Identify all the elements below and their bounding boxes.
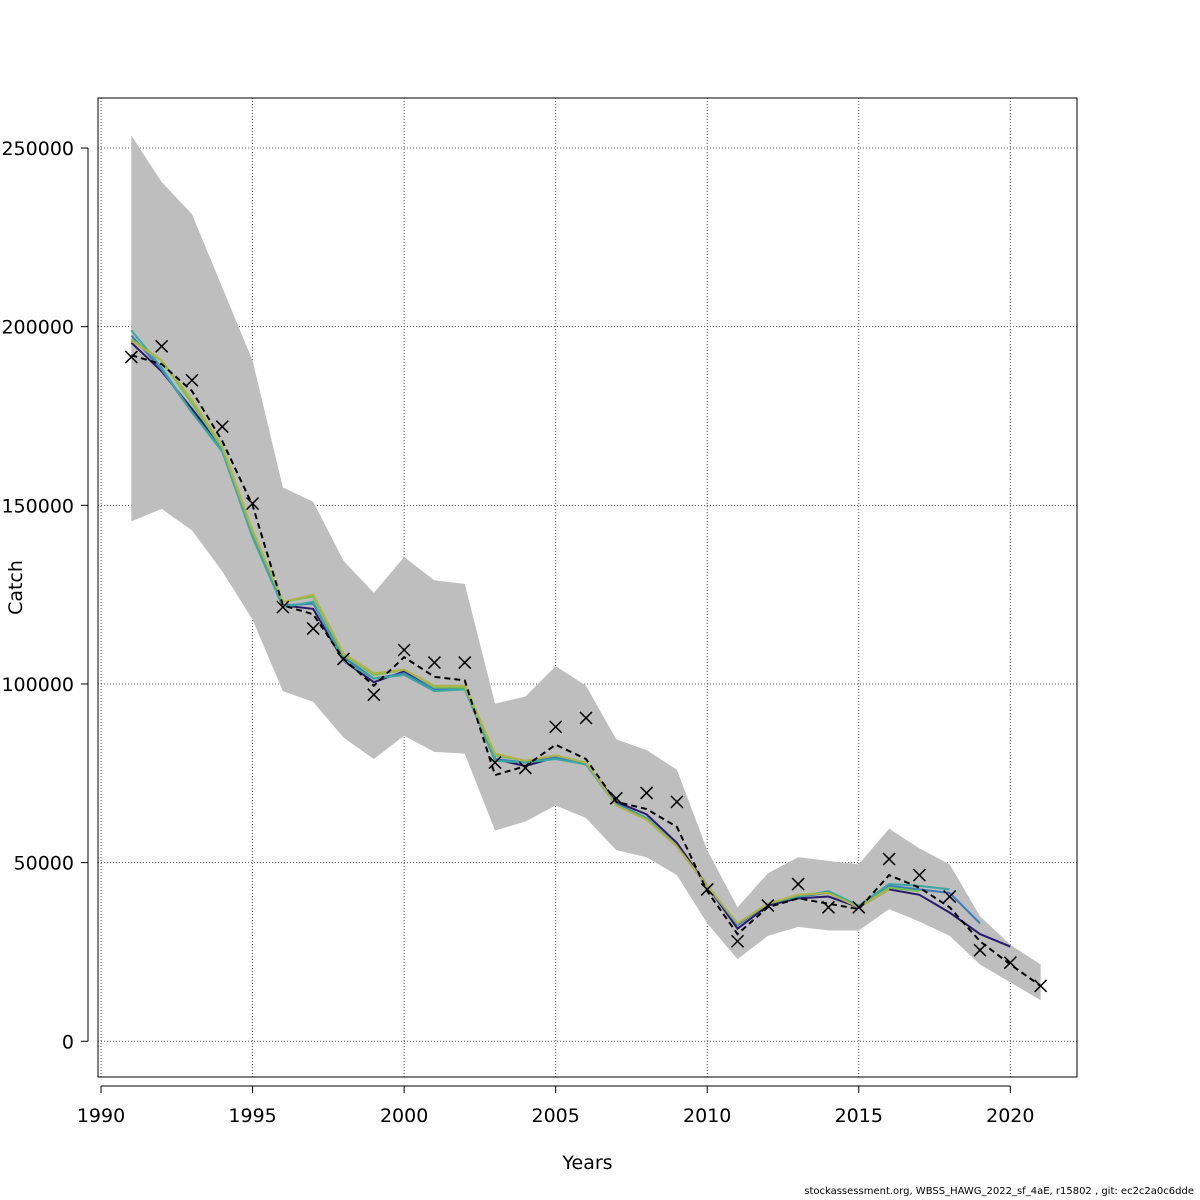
observed-point-stroke <box>124 350 138 364</box>
observed-point-stroke <box>761 898 775 913</box>
observed-point <box>215 420 229 434</box>
y-tick-label: 50000 <box>14 853 74 875</box>
observed-point <box>246 497 260 511</box>
observed-point-stroke <box>943 890 957 904</box>
observed-point <box>397 643 411 657</box>
y-tick-label: 0 <box>62 1031 74 1053</box>
observed-point <box>276 600 290 614</box>
observed-point-stroke <box>609 791 623 805</box>
observed-point-stroke <box>185 373 199 387</box>
observed-point-stroke <box>367 688 381 702</box>
plot-frame <box>97 97 1078 1078</box>
observed-point-stroke <box>912 868 926 882</box>
observed-point <box>579 711 593 725</box>
observed-point-stroke <box>458 656 472 670</box>
y-tick-label: 200000 <box>1 317 74 339</box>
observed-point-stroke <box>579 711 593 725</box>
observed-point <box>458 656 472 670</box>
observed-point <box>367 688 381 702</box>
observed-point-stroke <box>791 877 805 891</box>
observed-point <box>943 890 957 904</box>
x-tick-label: 2020 <box>986 1105 1034 1127</box>
observed-point-stroke <box>155 339 169 353</box>
observed-point <box>761 898 775 913</box>
x-tick-label: 2005 <box>531 1105 579 1127</box>
observed-point-stroke <box>731 934 745 948</box>
x-tick-label: 2010 <box>683 1105 731 1127</box>
observed-point-stroke <box>488 756 502 770</box>
observed-point-stroke <box>1034 979 1048 993</box>
observed-point <box>791 877 805 891</box>
observed-point-stroke <box>670 795 684 809</box>
observed-point <box>640 786 654 800</box>
observed-point-stroke <box>427 656 441 670</box>
observed-point-stroke <box>549 720 563 734</box>
observed-point-stroke <box>246 497 260 511</box>
observed-point-stroke <box>640 786 654 800</box>
observed-point <box>1003 956 1017 970</box>
observed-point <box>518 761 532 775</box>
observed-point-stroke <box>306 622 320 636</box>
observed-point <box>488 756 502 770</box>
footer-source-text: stockassessment.org, WBSS_HAWG_2022_sf_4… <box>804 1186 1194 1197</box>
observed-point-stroke <box>276 600 290 614</box>
observed-point <box>336 652 351 666</box>
observed-point-stroke <box>397 643 411 657</box>
observed-point-stroke <box>700 882 714 896</box>
observed-point <box>124 350 138 364</box>
observed-point <box>882 852 896 866</box>
observed-point <box>549 720 563 734</box>
observed-point-stroke <box>336 652 351 666</box>
x-axis-title: Years <box>561 1152 612 1174</box>
x-tick-label: 2015 <box>835 1105 883 1127</box>
observed-point <box>731 934 745 948</box>
observed-point <box>1034 979 1048 993</box>
observed-point-stroke <box>1003 956 1017 970</box>
x-tick-label: 2000 <box>380 1105 428 1127</box>
observed-point <box>670 795 684 809</box>
observed-point-stroke <box>852 900 866 914</box>
x-tick-label: 1995 <box>228 1105 276 1127</box>
observed-point <box>185 373 199 387</box>
observed-point <box>609 791 623 805</box>
y-tick-label: 150000 <box>1 495 74 517</box>
series-lines <box>130 329 1042 987</box>
observed-point <box>973 943 987 957</box>
y-tick-label: 250000 <box>1 138 74 160</box>
observed-point <box>306 622 320 636</box>
observed-point-stroke <box>973 943 987 957</box>
observed-point-stroke <box>518 761 532 775</box>
observed-markers <box>124 339 1048 993</box>
observed-point <box>700 882 714 896</box>
observed-point <box>912 868 926 882</box>
y-axis-title: Catch <box>5 560 27 615</box>
fitted-line <box>131 354 1042 987</box>
observed-point-stroke <box>882 852 896 866</box>
observed-point-stroke <box>215 420 229 434</box>
observed-point <box>427 656 441 670</box>
series-line-5 <box>130 340 890 925</box>
observed-point <box>155 339 169 353</box>
x-tick-label: 1990 <box>77 1105 125 1127</box>
axes: 1990 1995 2000 2005 2010 2015 2020 0 50000 100000… <box>1 138 1034 1127</box>
observed-point <box>852 900 866 914</box>
y-tick-label: 100000 <box>1 674 74 696</box>
observed-point <box>821 900 835 914</box>
observed-point-stroke <box>821 900 835 914</box>
